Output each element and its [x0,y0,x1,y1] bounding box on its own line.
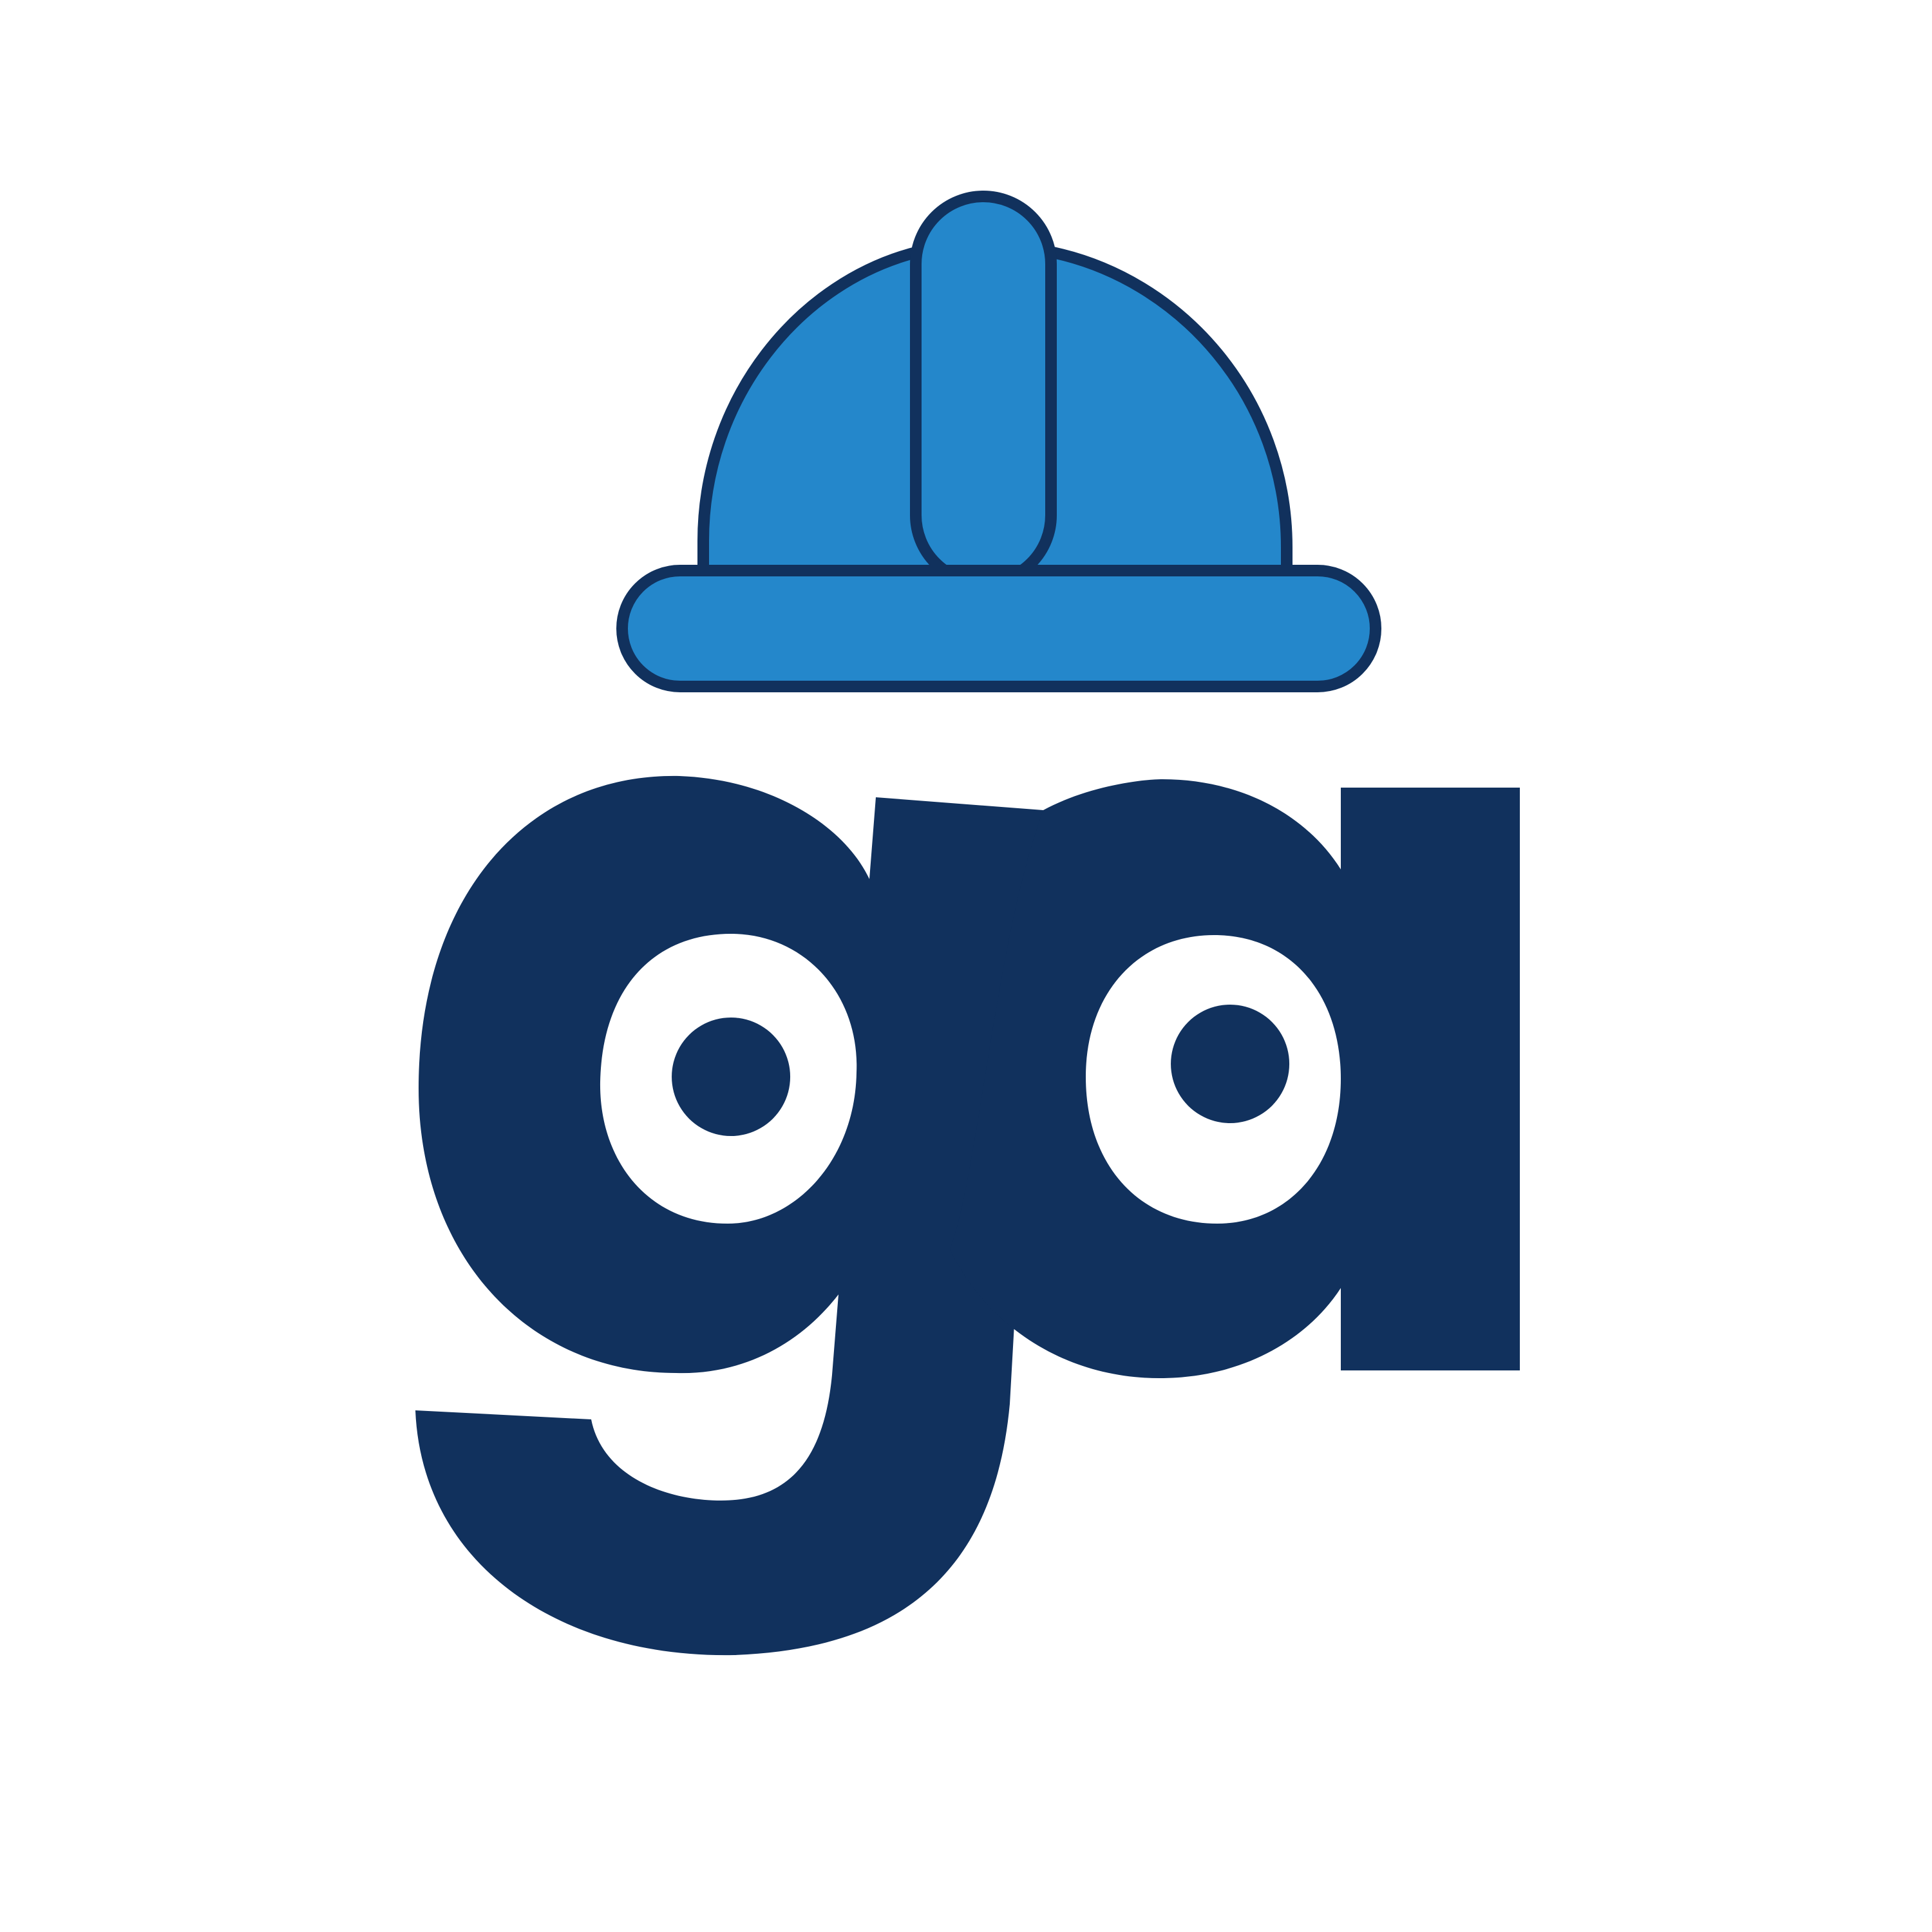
wordmark-ga [415,775,1520,1656]
hard-hat-icon [616,191,1381,692]
letter-a-counter [1086,935,1341,1224]
letter-a [950,779,1520,1378]
hard-hat-ridge [916,196,1051,583]
hard-hat-brim-outline [616,565,1381,692]
letter-g-counter [600,934,857,1224]
hard-hat-brim [622,571,1376,687]
